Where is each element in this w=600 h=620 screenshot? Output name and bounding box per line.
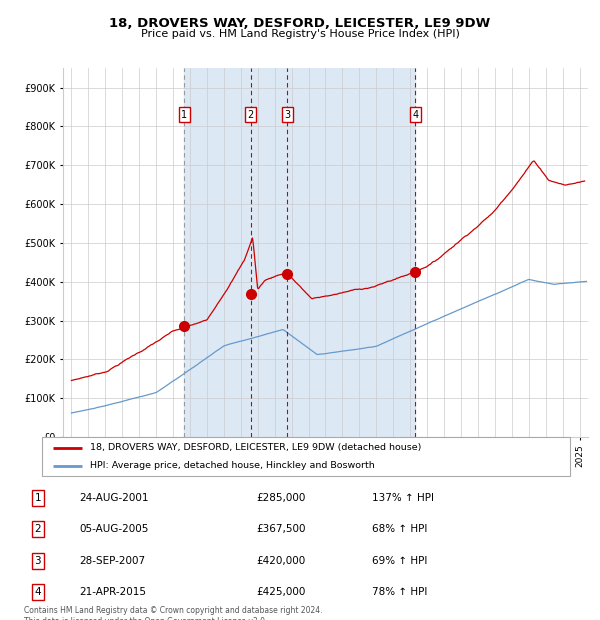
- Text: 78% ↑ HPI: 78% ↑ HPI: [372, 587, 427, 597]
- Bar: [287, 68, 415, 437]
- Text: £367,500: £367,500: [256, 525, 305, 534]
- Text: 21-APR-2015: 21-APR-2015: [79, 587, 146, 597]
- Text: 2: 2: [34, 525, 41, 534]
- Text: Price paid vs. HM Land Registry's House Price Index (HPI): Price paid vs. HM Land Registry's House …: [140, 29, 460, 39]
- Text: 24-AUG-2001: 24-AUG-2001: [79, 493, 149, 503]
- Text: 3: 3: [34, 556, 41, 565]
- Text: 4: 4: [412, 110, 418, 120]
- Text: £420,000: £420,000: [256, 556, 305, 565]
- Text: 05-AUG-2005: 05-AUG-2005: [79, 525, 149, 534]
- Text: £425,000: £425,000: [256, 587, 305, 597]
- Text: HPI: Average price, detached house, Hinckley and Bosworth: HPI: Average price, detached house, Hinc…: [89, 461, 374, 470]
- Text: 18, DROVERS WAY, DESFORD, LEICESTER, LE9 9DW (detached house): 18, DROVERS WAY, DESFORD, LEICESTER, LE9…: [89, 443, 421, 452]
- Text: 18, DROVERS WAY, DESFORD, LEICESTER, LE9 9DW: 18, DROVERS WAY, DESFORD, LEICESTER, LE9…: [109, 17, 491, 30]
- Text: 4: 4: [34, 587, 41, 597]
- Text: Contains HM Land Registry data © Crown copyright and database right 2024.
This d: Contains HM Land Registry data © Crown c…: [24, 606, 323, 620]
- FancyBboxPatch shape: [42, 437, 570, 476]
- Text: 137% ↑ HPI: 137% ↑ HPI: [372, 493, 434, 503]
- Bar: [184, 68, 287, 437]
- Text: 1: 1: [181, 110, 187, 120]
- Text: £285,000: £285,000: [256, 493, 305, 503]
- Text: 69% ↑ HPI: 69% ↑ HPI: [372, 556, 427, 565]
- Text: 28-SEP-2007: 28-SEP-2007: [79, 556, 145, 565]
- Text: 2: 2: [248, 110, 254, 120]
- Text: 68% ↑ HPI: 68% ↑ HPI: [372, 525, 427, 534]
- Text: 1: 1: [34, 493, 41, 503]
- Text: 3: 3: [284, 110, 290, 120]
